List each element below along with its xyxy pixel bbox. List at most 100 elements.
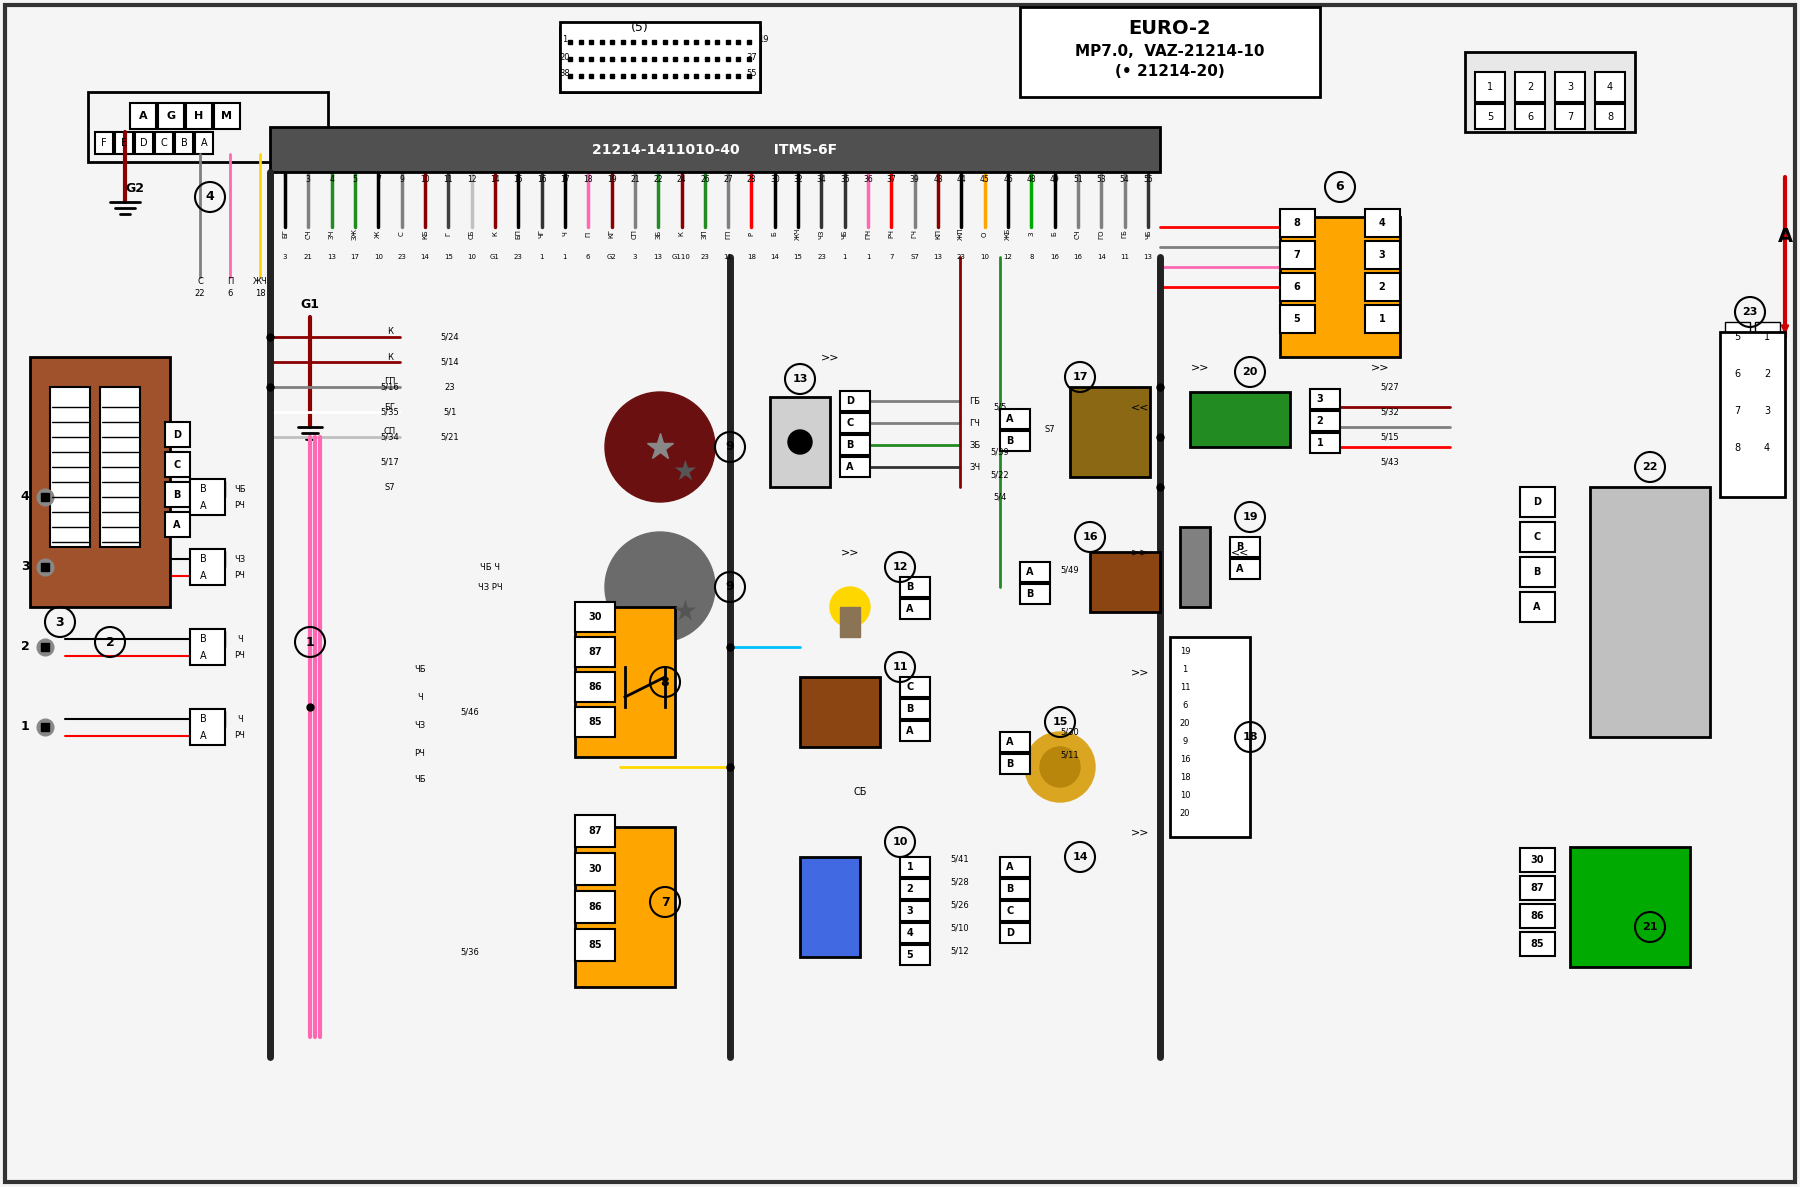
Text: 86: 86: [589, 902, 601, 912]
Bar: [1724, 396, 1750, 426]
Text: 10: 10: [981, 254, 990, 260]
Bar: [799, 857, 860, 957]
Text: E: E: [121, 138, 128, 148]
Text: СЧ: СЧ: [1075, 229, 1082, 239]
Bar: [158, 103, 184, 129]
Text: 5/27: 5/27: [1381, 382, 1399, 392]
Bar: [191, 480, 225, 515]
Text: 16: 16: [1082, 532, 1098, 542]
Text: 19: 19: [1179, 647, 1190, 656]
Bar: [1364, 241, 1400, 269]
Text: 7: 7: [1294, 250, 1300, 260]
Text: 21: 21: [304, 254, 313, 260]
Text: ЧЗ РЧ: ЧЗ РЧ: [477, 583, 502, 591]
Bar: [115, 132, 133, 154]
Text: 2: 2: [1316, 415, 1323, 426]
Text: 17: 17: [1073, 372, 1087, 382]
Text: C: C: [907, 683, 914, 692]
Text: О: О: [981, 231, 988, 236]
Bar: [1091, 552, 1159, 612]
Text: 17: 17: [560, 176, 571, 184]
Text: 14: 14: [1073, 852, 1087, 862]
Bar: [574, 853, 616, 886]
Text: 13: 13: [934, 254, 943, 260]
Bar: [1474, 72, 1505, 102]
Text: 5/46: 5/46: [461, 707, 479, 717]
Text: 48: 48: [1026, 176, 1037, 184]
Bar: [1280, 209, 1316, 237]
Text: ЗЧ: ЗЧ: [329, 229, 335, 239]
Text: ГО: ГО: [1098, 229, 1105, 239]
Text: G2: G2: [124, 183, 144, 196]
Text: 23: 23: [958, 254, 967, 260]
Text: ЗБ: ЗБ: [655, 229, 661, 239]
Text: 10: 10: [419, 176, 430, 184]
Bar: [1595, 104, 1625, 129]
Text: Ч: Ч: [418, 692, 423, 702]
Text: ГБ: ГБ: [970, 396, 981, 406]
Text: 87: 87: [589, 647, 601, 656]
Bar: [1519, 522, 1555, 552]
Text: КП: КП: [934, 229, 941, 239]
Text: 6: 6: [1336, 180, 1345, 193]
Text: 6: 6: [587, 254, 590, 260]
Text: 85: 85: [589, 717, 601, 726]
Text: КГ: КГ: [608, 229, 614, 239]
Text: ЗЧ: ЗЧ: [970, 463, 981, 471]
Text: 23: 23: [445, 382, 455, 392]
Bar: [1755, 358, 1780, 389]
Bar: [270, 127, 1159, 172]
Text: D: D: [846, 396, 853, 406]
Text: 4: 4: [1607, 82, 1613, 93]
Text: A: A: [173, 520, 180, 531]
Text: 8: 8: [1030, 254, 1033, 260]
Text: 6: 6: [1526, 112, 1534, 122]
Text: 10: 10: [893, 837, 907, 848]
Bar: [574, 929, 616, 961]
Text: 22: 22: [653, 176, 662, 184]
Text: 37: 37: [887, 176, 896, 184]
Bar: [560, 23, 760, 93]
Text: M: M: [221, 112, 232, 121]
Text: 37: 37: [747, 52, 758, 62]
Text: 3: 3: [1379, 250, 1386, 260]
Text: БГ: БГ: [283, 229, 288, 239]
Bar: [191, 709, 225, 745]
Text: 19: 19: [758, 36, 769, 44]
Text: 4: 4: [1764, 443, 1769, 453]
Bar: [95, 132, 113, 154]
Text: 11: 11: [443, 176, 454, 184]
Bar: [1001, 923, 1030, 942]
Text: Ч: Ч: [238, 635, 243, 643]
Text: B: B: [846, 440, 853, 450]
Text: 20: 20: [1242, 367, 1258, 377]
Text: ПЧ: ПЧ: [866, 229, 871, 239]
Bar: [900, 599, 931, 618]
Text: ГЧ: ГЧ: [970, 419, 981, 427]
Bar: [1021, 7, 1319, 97]
Bar: [841, 434, 869, 455]
Bar: [770, 396, 830, 487]
Circle shape: [605, 532, 715, 642]
Bar: [1724, 433, 1750, 463]
Text: 2: 2: [106, 635, 115, 648]
Text: 5/43: 5/43: [1381, 457, 1399, 466]
Bar: [1001, 901, 1030, 921]
Text: 23: 23: [700, 254, 709, 260]
Text: <<: <<: [1130, 402, 1148, 412]
Text: 1: 1: [1183, 666, 1188, 674]
Text: Ч: Ч: [238, 715, 243, 724]
Text: 49: 49: [1049, 176, 1060, 184]
Text: B: B: [200, 484, 207, 494]
Bar: [900, 677, 931, 697]
Text: >>: >>: [1372, 362, 1390, 372]
Bar: [799, 677, 880, 747]
Text: 18: 18: [1242, 732, 1258, 742]
Text: 13: 13: [653, 254, 662, 260]
Bar: [900, 857, 931, 877]
Text: 1: 1: [1316, 438, 1323, 447]
Text: A: A: [200, 138, 207, 148]
Text: 5/28: 5/28: [950, 877, 970, 887]
Text: A: A: [846, 462, 853, 472]
Text: 5/1: 5/1: [443, 407, 457, 417]
